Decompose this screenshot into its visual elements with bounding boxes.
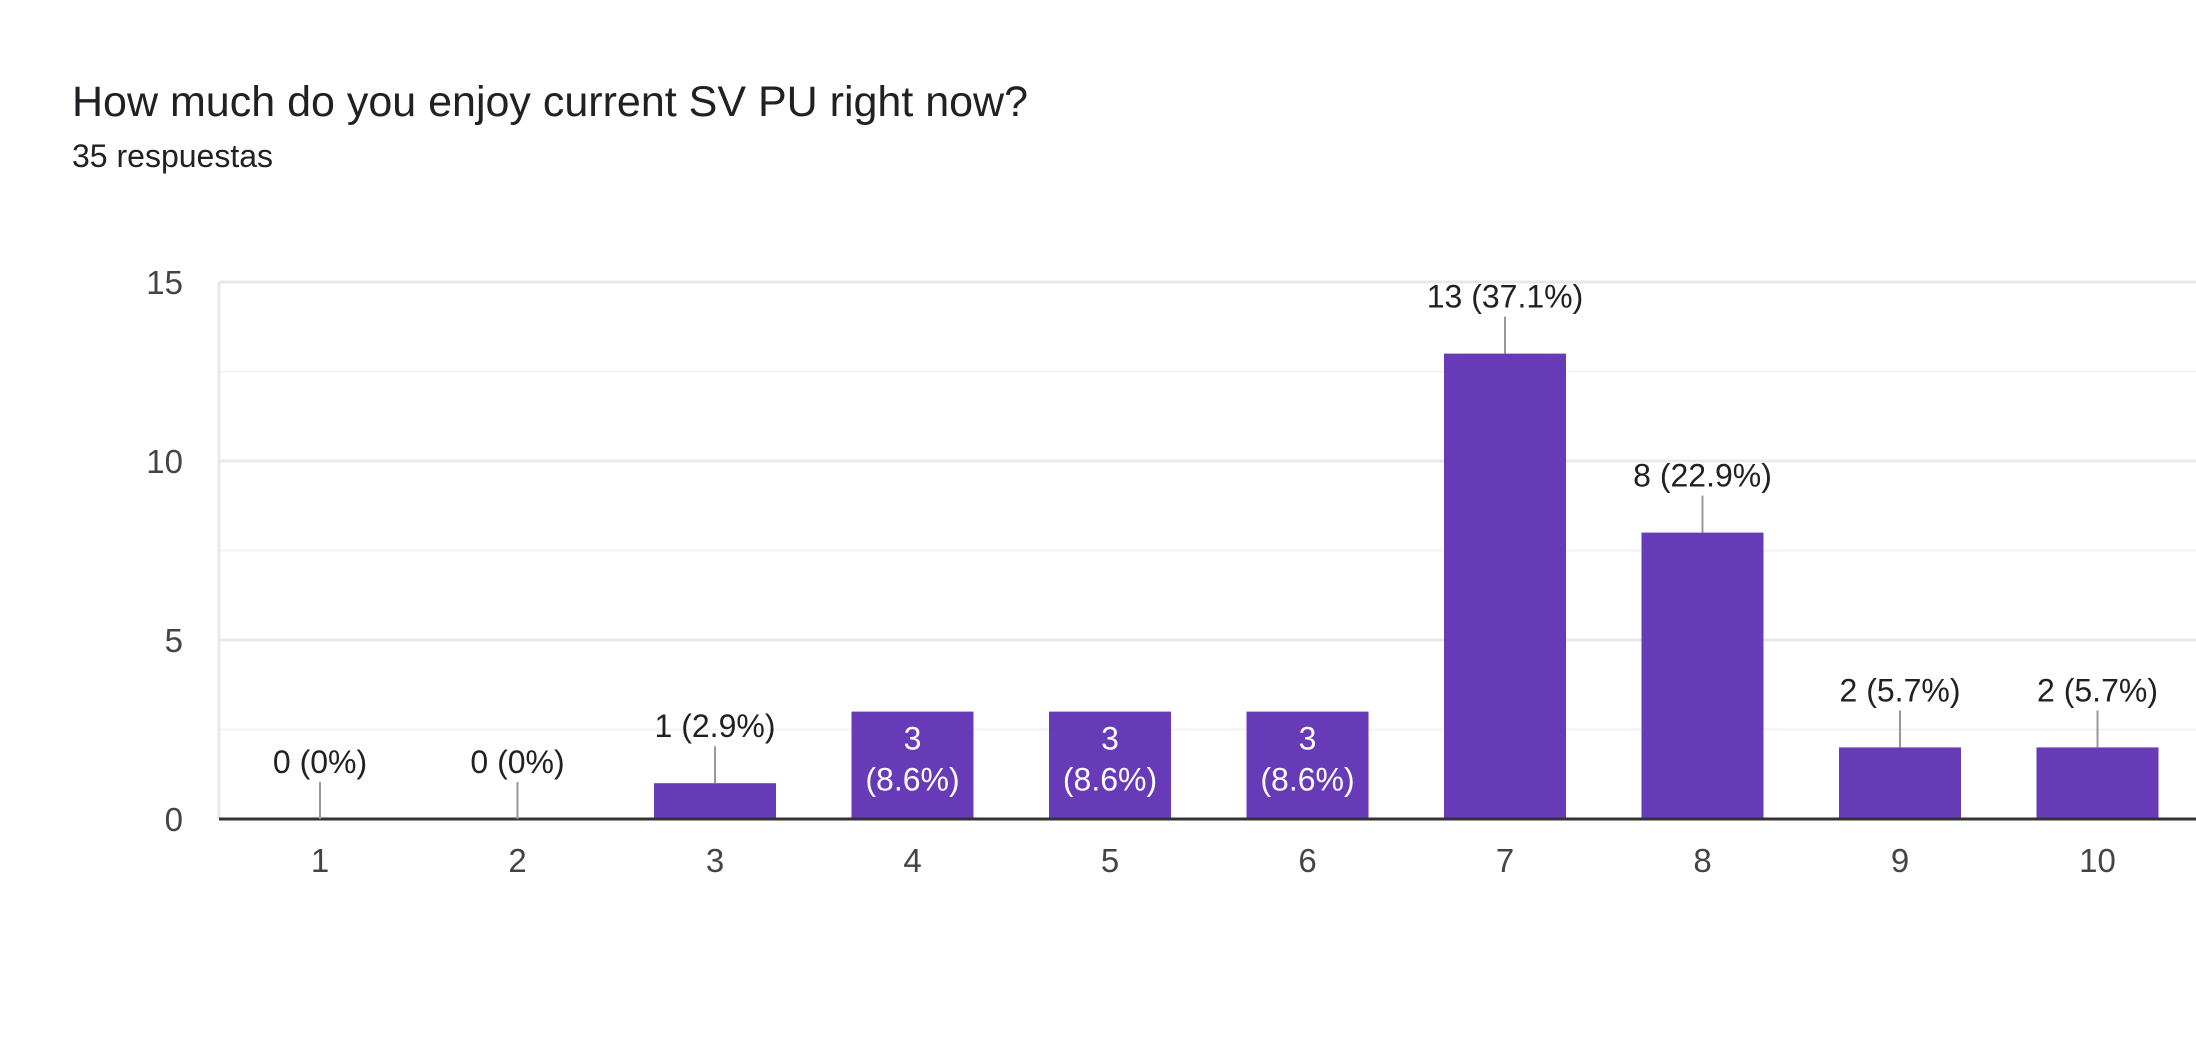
bar-data-label: 0 (0%)	[470, 744, 564, 780]
x-tick-label: 5	[1101, 842, 1119, 879]
bar-data-label: 2 (5.7%)	[2037, 672, 2158, 708]
x-tick-label: 1	[311, 842, 329, 879]
y-tick-label: 0	[165, 801, 183, 838]
x-tick-label: 10	[2079, 842, 2116, 879]
y-tick-label: 5	[165, 622, 183, 659]
x-tick-label: 3	[706, 842, 724, 879]
bar[interactable]	[1049, 711, 1171, 819]
bars	[654, 353, 2159, 819]
bar[interactable]	[2036, 747, 2159, 819]
x-tick-label: 8	[1693, 842, 1711, 879]
bar[interactable]	[1444, 353, 1566, 819]
bar-data-label: 13 (37.1%)	[1427, 279, 1584, 315]
bar-data-label: 1 (2.9%)	[655, 708, 776, 744]
y-tick-label: 10	[146, 443, 183, 480]
gridlines	[219, 280, 2196, 731]
bar[interactable]	[851, 711, 974, 819]
x-tick-label: 7	[1496, 842, 1514, 879]
y-tick-label: 15	[146, 264, 183, 301]
bar-data-label: (8.6%)	[1260, 762, 1354, 798]
x-tick-label: 9	[1891, 842, 1909, 879]
x-tick-label: 4	[903, 842, 921, 879]
bar-data-label: 3	[1101, 721, 1119, 757]
x-tick-label: 2	[508, 842, 526, 879]
bar-data-label: (8.6%)	[1063, 762, 1157, 798]
bar[interactable]	[654, 783, 776, 819]
bar-data-label: 3	[904, 721, 922, 757]
axes: 0 5 10 15 1 2 3 4 5 6 7 8 9 10	[146, 264, 2196, 879]
bar-data-label: 0 (0%)	[273, 744, 367, 780]
bar[interactable]	[1246, 711, 1369, 819]
chart-header: How much do you enjoy current SV PU righ…	[72, 74, 1028, 176]
bar-data-label: 2 (5.7%)	[1840, 672, 1961, 708]
data-labels: 0 (0%) 0 (0%) 1 (2.9%) 3 (8.6%) 3 (8.6%) 3 (8.6%…	[273, 279, 2158, 819]
x-tick-label: 6	[1298, 842, 1316, 879]
response-count: 35 respuestas	[72, 138, 274, 174]
bar-data-label: (8.6%)	[865, 762, 959, 798]
bar-data-label: 8 (22.9%)	[1633, 458, 1772, 494]
bar[interactable]	[1839, 747, 1961, 819]
bar[interactable]	[1641, 532, 1764, 819]
chart-title: How much do you enjoy current SV PU righ…	[72, 78, 1029, 126]
bar-data-label: 3	[1299, 721, 1317, 757]
